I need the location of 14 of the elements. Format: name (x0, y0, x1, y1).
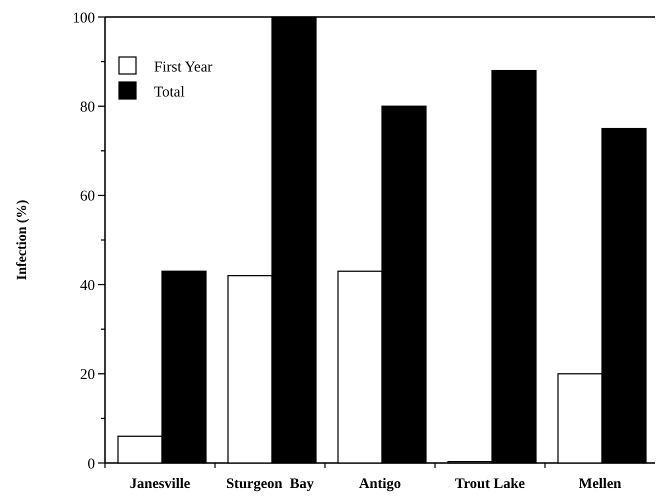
x-tick-label: Trout Lake (455, 476, 526, 492)
x-tick-label: Sturgeon Bay (226, 476, 315, 492)
x-tick-label: Mellen (578, 476, 622, 492)
legend-label: Total (154, 84, 185, 100)
y-tick-label: 100 (72, 10, 95, 26)
y-tick-label: 40 (80, 278, 95, 294)
y-axis-title: Infection (%) (15, 199, 30, 280)
x-tick-label: Janesville (130, 476, 191, 492)
y-tick-label: 60 (80, 188, 95, 205)
legend-label: First Year (154, 59, 212, 76)
y-tick-label: 20 (80, 367, 95, 384)
y-tick-label: 80 (80, 99, 95, 116)
y-tick-label: 0 (88, 456, 95, 472)
x-tick-label: Antigo (359, 476, 401, 492)
